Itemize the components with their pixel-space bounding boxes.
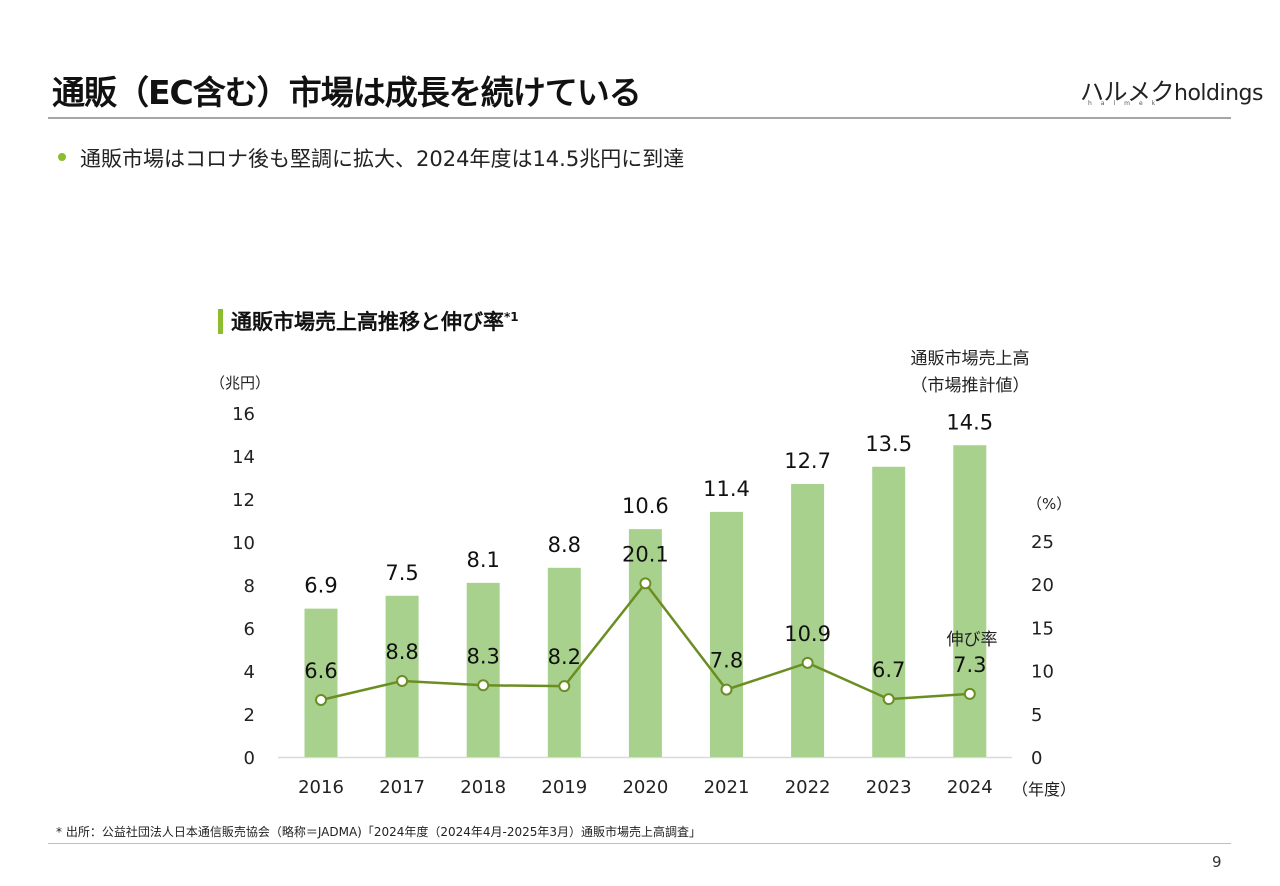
logo-suffix-text: holdings <box>1174 81 1263 106</box>
growth-rate-value-label: 20.1 <box>622 542 669 566</box>
sales-bar <box>547 567 581 757</box>
chart-heading: 通販市場売上高推移と伸び率*1 <box>218 306 519 336</box>
growth-rate-point <box>477 679 490 692</box>
bar-series-label-line1: 通販市場売上高 <box>911 349 1030 369</box>
x-axis-tick-label: 2024 <box>947 777 993 798</box>
logo-subtext: halmek <box>1088 100 1165 107</box>
sales-bar <box>466 582 500 757</box>
left-axis-tick-label: 0 <box>244 748 255 769</box>
left-axis-tick-label: 8 <box>244 576 255 597</box>
growth-rate-point <box>882 693 895 706</box>
right-axis-unit-label: （%） <box>1027 495 1071 513</box>
growth-rate-value-label: 8.8 <box>385 640 418 664</box>
left-axis-tick-label: 6 <box>244 619 255 640</box>
right-axis-tick-label: 25 <box>1031 532 1054 553</box>
right-axis-tick-label: 20 <box>1031 575 1054 596</box>
x-axis-tick-label: 2020 <box>622 777 668 798</box>
left-axis-tick-label: 14 <box>232 447 255 468</box>
line-series-label: 伸び率 <box>947 630 998 650</box>
chart-heading-text: 通販市場売上高推移と伸び率 <box>231 310 504 334</box>
page-number: 9 <box>1212 853 1222 871</box>
chart-heading-footnote-mark: *1 <box>504 310 519 324</box>
growth-line-group <box>315 577 976 706</box>
left-axis-tick-label: 12 <box>232 490 255 511</box>
bullet-icon <box>58 153 66 161</box>
growth-rate-point <box>639 577 652 590</box>
sales-bar <box>872 466 906 757</box>
bar-series-label-line2: （市場推計値） <box>911 376 1030 396</box>
growth-rate-point <box>396 674 409 687</box>
company-logo: ハルメクholdings halmek <box>1080 72 1270 112</box>
sales-bar-value-label: 13.5 <box>865 432 912 456</box>
sales-bar-value-label: 6.9 <box>304 574 337 598</box>
growth-rate-point <box>720 683 733 696</box>
x-axis-tick-label: 2022 <box>785 777 831 798</box>
left-axis-tick-label: 10 <box>232 533 255 554</box>
sales-bar <box>304 608 338 757</box>
growth-rate-value-label: 6.6 <box>304 659 337 683</box>
left-axis-unit-label: （兆円） <box>210 374 270 392</box>
growth-rate-point <box>963 687 976 700</box>
labels-group: 6.9 7.5 8.1 8.8 10.6 11.4 12.7 13.5 14.5 6.6 8.8 8.… <box>304 349 1029 683</box>
sales-bar-value-label: 14.5 <box>946 410 993 434</box>
x-axis-tick-label: 2019 <box>541 777 587 798</box>
sales-bar-value-label: 10.6 <box>622 494 669 518</box>
footer-divider <box>48 843 1231 844</box>
growth-rate-value-label: 8.3 <box>466 644 499 668</box>
growth-rate-point <box>801 656 814 669</box>
x-axis-tick-label: 2023 <box>866 777 912 798</box>
bullet-point: 通販市場はコロナ後も堅調に拡大、2024年度は14.5兆円に到達 <box>58 143 684 173</box>
growth-rate-value-label: 10.9 <box>784 622 831 646</box>
axes-group: 0 2 4 6 8 10 12 14 16 （兆円） 0 5 10 15 20 25 （%） 2016 2017 20… <box>210 374 1076 799</box>
x-axis-unit-label: （年度） <box>1012 780 1076 799</box>
left-axis-tick-label: 4 <box>244 662 255 683</box>
sales-bar-value-label: 8.8 <box>548 533 581 557</box>
growth-rate-value-label: 7.8 <box>710 649 743 673</box>
heading-accent-bar <box>218 308 223 334</box>
sales-bar <box>710 511 743 757</box>
slide-title: 通販（EC含む）市場は成長を続けている <box>52 73 642 112</box>
right-axis-tick-label: 0 <box>1031 748 1042 769</box>
sales-bar <box>791 483 825 757</box>
growth-rate-value-label: 8.2 <box>548 645 581 669</box>
right-axis-tick-label: 15 <box>1031 618 1054 639</box>
left-axis-tick-label: 16 <box>232 404 255 425</box>
logo-main-text: ハルメク <box>1080 78 1175 106</box>
sales-bar-value-label: 7.5 <box>385 561 418 585</box>
title-divider <box>48 117 1231 119</box>
x-axis-tick-label: 2016 <box>298 777 344 798</box>
growth-rate-value-label: 6.7 <box>872 658 905 682</box>
source-footnote: * 出所：公益社団法人日本通信販売協会（略称＝JADMA)「2024年度（202… <box>56 825 702 839</box>
right-axis-tick-label: 5 <box>1031 705 1042 726</box>
sales-bar-value-label: 8.1 <box>466 548 499 572</box>
growth-rate-point <box>558 680 571 693</box>
x-axis-tick-label: 2017 <box>379 777 425 798</box>
x-axis-tick-label: 2018 <box>460 777 506 798</box>
growth-rate-point <box>315 693 327 706</box>
right-axis-tick-label: 10 <box>1031 662 1054 683</box>
sales-bar-value-label: 11.4 <box>703 477 750 501</box>
sales-bar-value-label: 12.7 <box>784 449 831 473</box>
growth-rate-value-label: 7.3 <box>953 653 986 677</box>
bars-group <box>304 445 987 757</box>
sales-bar <box>953 445 987 757</box>
bullet-text: 通販市場はコロナ後も堅調に拡大、2024年度は14.5兆円に到達 <box>80 147 685 171</box>
logo-wordmark: ハルメクholdings <box>1080 72 1263 107</box>
left-axis-tick-label: 2 <box>244 705 255 726</box>
x-axis-tick-label: 2021 <box>704 777 750 798</box>
sales-bar <box>628 529 662 757</box>
